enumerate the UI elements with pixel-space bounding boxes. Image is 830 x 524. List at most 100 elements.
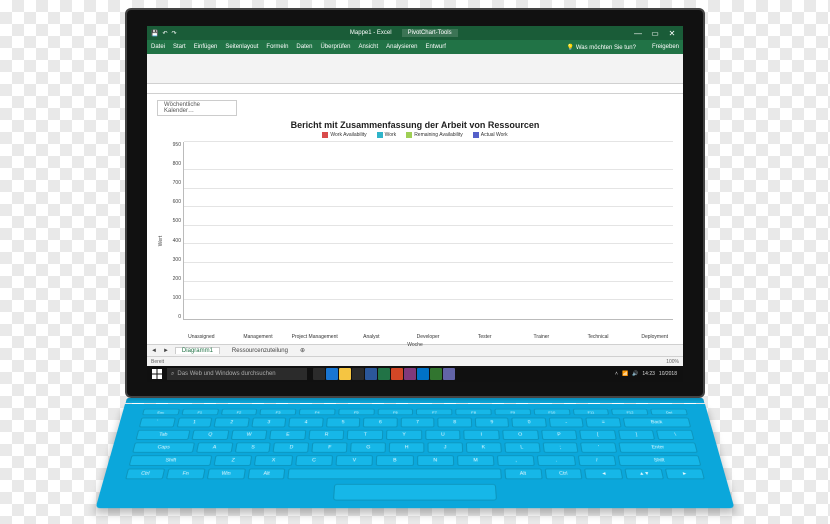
keyboard-key[interactable]: ▲▼	[625, 468, 665, 479]
taskbar-app-powerpoint[interactable]	[391, 368, 403, 380]
keyboard-key[interactable]: B	[376, 455, 413, 466]
new-sheet-icon[interactable]: ⊕	[300, 347, 305, 354]
keyboard-key[interactable]: Ctrl	[125, 468, 165, 479]
keyboard-key[interactable]: E	[269, 430, 306, 440]
keyboard-key[interactable]: Back	[623, 418, 692, 428]
keyboard-key[interactable]: F10	[533, 409, 570, 415]
undo-icon[interactable]: ↶	[162, 30, 167, 37]
ribbon-tab[interactable]: Überprüfen	[320, 44, 350, 50]
keyboard-key[interactable]: Shift	[129, 455, 213, 466]
keyboard-key[interactable]: R	[308, 430, 345, 440]
start-button[interactable]	[149, 367, 165, 381]
ribbon-tab[interactable]: Start	[173, 44, 186, 50]
keyboard-key[interactable]: F4	[299, 409, 336, 415]
keyboard-key[interactable]: Fn	[166, 468, 206, 479]
keyboard-key[interactable]: \	[656, 430, 694, 440]
keyboard-key[interactable]: Tab	[136, 430, 191, 440]
keyboard-key[interactable]: L	[504, 442, 540, 452]
ribbon-tab[interactable]: Formeln	[266, 44, 288, 50]
keyboard-key[interactable]: F9	[494, 409, 531, 415]
ribbon-tab[interactable]: Analysieren	[386, 44, 417, 50]
keyboard-key[interactable]: Ctrl	[544, 468, 583, 479]
zoom-level[interactable]: 100%	[666, 359, 679, 365]
ribbon-tab[interactable]: Entwurf	[426, 44, 446, 50]
keyboard-key[interactable]: F12	[611, 409, 648, 415]
keyboard-key[interactable]: F1	[181, 409, 218, 415]
keyboard-key[interactable]: F5	[338, 409, 374, 415]
taskbar-app-task-view[interactable]	[313, 368, 325, 380]
save-icon[interactable]: 💾	[151, 30, 158, 37]
keyboard-key[interactable]: Caps	[132, 442, 195, 452]
keyboard-key[interactable]: Alt	[504, 468, 542, 479]
keyboard-key[interactable]: C	[295, 455, 333, 466]
keyboard-key[interactable]: 9	[475, 418, 510, 428]
keyboard-key[interactable]: Alt	[247, 468, 286, 479]
window-minimize-button[interactable]: —	[631, 29, 645, 38]
keyboard-key[interactable]: 2	[214, 418, 250, 428]
taskbar-app-word[interactable]	[365, 368, 377, 380]
keyboard-key[interactable]: 0	[512, 418, 547, 428]
keyboard-key[interactable]: ;	[542, 442, 579, 452]
tray-volume-icon[interactable]: 🔊	[632, 371, 638, 377]
keyboard-key[interactable]: I	[464, 430, 500, 440]
keyboard-key[interactable]: '	[580, 442, 617, 452]
keyboard-key[interactable]: Y	[386, 430, 422, 440]
taskbar-app-edge[interactable]	[326, 368, 338, 380]
keyboard-key[interactable]: 1	[176, 418, 212, 428]
formula-bar[interactable]	[147, 84, 683, 94]
keyboard-key[interactable]: W	[230, 430, 267, 440]
keyboard-key[interactable]: F2	[220, 409, 257, 415]
window-close-button[interactable]: ✕	[665, 29, 679, 38]
keyboard-key[interactable]: V	[335, 455, 373, 466]
redo-icon[interactable]: ↷	[172, 30, 177, 37]
keyboard-key[interactable]: K	[466, 442, 502, 452]
keyboard-key[interactable]	[288, 468, 502, 479]
keyboard-key[interactable]: O	[502, 430, 539, 440]
keyboard-key[interactable]: F8	[455, 409, 491, 415]
sheet-nav-prev-icon[interactable]: ◄	[151, 348, 157, 354]
keyboard-key[interactable]: =	[586, 418, 622, 428]
keyboard-key[interactable]: Win	[206, 468, 245, 479]
keyboard-key[interactable]: ►	[665, 468, 705, 479]
trackpad[interactable]	[333, 484, 497, 501]
keyboard-key[interactable]: 6	[363, 418, 397, 428]
keyboard-key[interactable]: S	[234, 442, 271, 452]
taskbar-app-teams[interactable]	[443, 368, 455, 380]
keyboard-key[interactable]: F7	[416, 409, 452, 415]
ribbon-tab[interactable]: Einfügen	[194, 44, 218, 50]
ribbon-tab[interactable]: Seitenlayout	[225, 44, 258, 50]
keyboard-key[interactable]: 3	[251, 418, 287, 428]
keyboard-key[interactable]: Esc	[142, 409, 180, 415]
system-tray[interactable]: ˄ 📶 🔊 14:23 10/2018	[615, 371, 681, 377]
keyboard-key[interactable]: Shift	[618, 455, 702, 466]
keyboard-key[interactable]: .	[537, 455, 576, 466]
taskbar-app-excel[interactable]	[378, 368, 390, 380]
keyboard-key[interactable]: Enter	[619, 442, 698, 452]
keyboard-key[interactable]: A	[196, 442, 233, 452]
keyboard-key[interactable]: T	[347, 430, 383, 440]
sheet-tab[interactable]: Ressourcenzuteilung	[226, 348, 294, 354]
taskbar-app-file-explorer[interactable]	[339, 368, 351, 380]
keyboard-key[interactable]: -	[549, 418, 585, 428]
sheet-tab-active[interactable]: Diagramm1	[175, 347, 220, 354]
keyboard-key[interactable]: G	[350, 442, 386, 452]
pivot-field-selector[interactable]: Wöchentliche Kalender…	[157, 100, 237, 116]
keyboard-key[interactable]: ◄	[584, 468, 623, 479]
keyboard-key[interactable]: F	[312, 442, 348, 452]
keyboard-key[interactable]: 4	[288, 418, 323, 428]
keyboard-key[interactable]: D	[273, 442, 309, 452]
keyboard-key[interactable]: P	[541, 430, 578, 440]
keyboard-key[interactable]: `	[139, 418, 176, 428]
share-button[interactable]: Freigeben	[652, 44, 679, 50]
keyboard-key[interactable]: 5	[326, 418, 361, 428]
keyboard-key[interactable]: /	[578, 455, 617, 466]
ribbon-tab[interactable]: Ansicht	[358, 44, 378, 50]
tell-me-search[interactable]: 💡 Was möchten Sie tun?	[567, 44, 636, 51]
keyboard-key[interactable]: J	[427, 442, 463, 452]
keyboard-key[interactable]: ]	[618, 430, 656, 440]
keyboard-key[interactable]: Q	[191, 430, 229, 440]
keyboard-key[interactable]: H	[389, 442, 424, 452]
keyboard-key[interactable]: ,	[497, 455, 535, 466]
keyboard-key[interactable]: Del	[650, 409, 688, 415]
ribbon-tab[interactable]: Daten	[296, 44, 312, 50]
